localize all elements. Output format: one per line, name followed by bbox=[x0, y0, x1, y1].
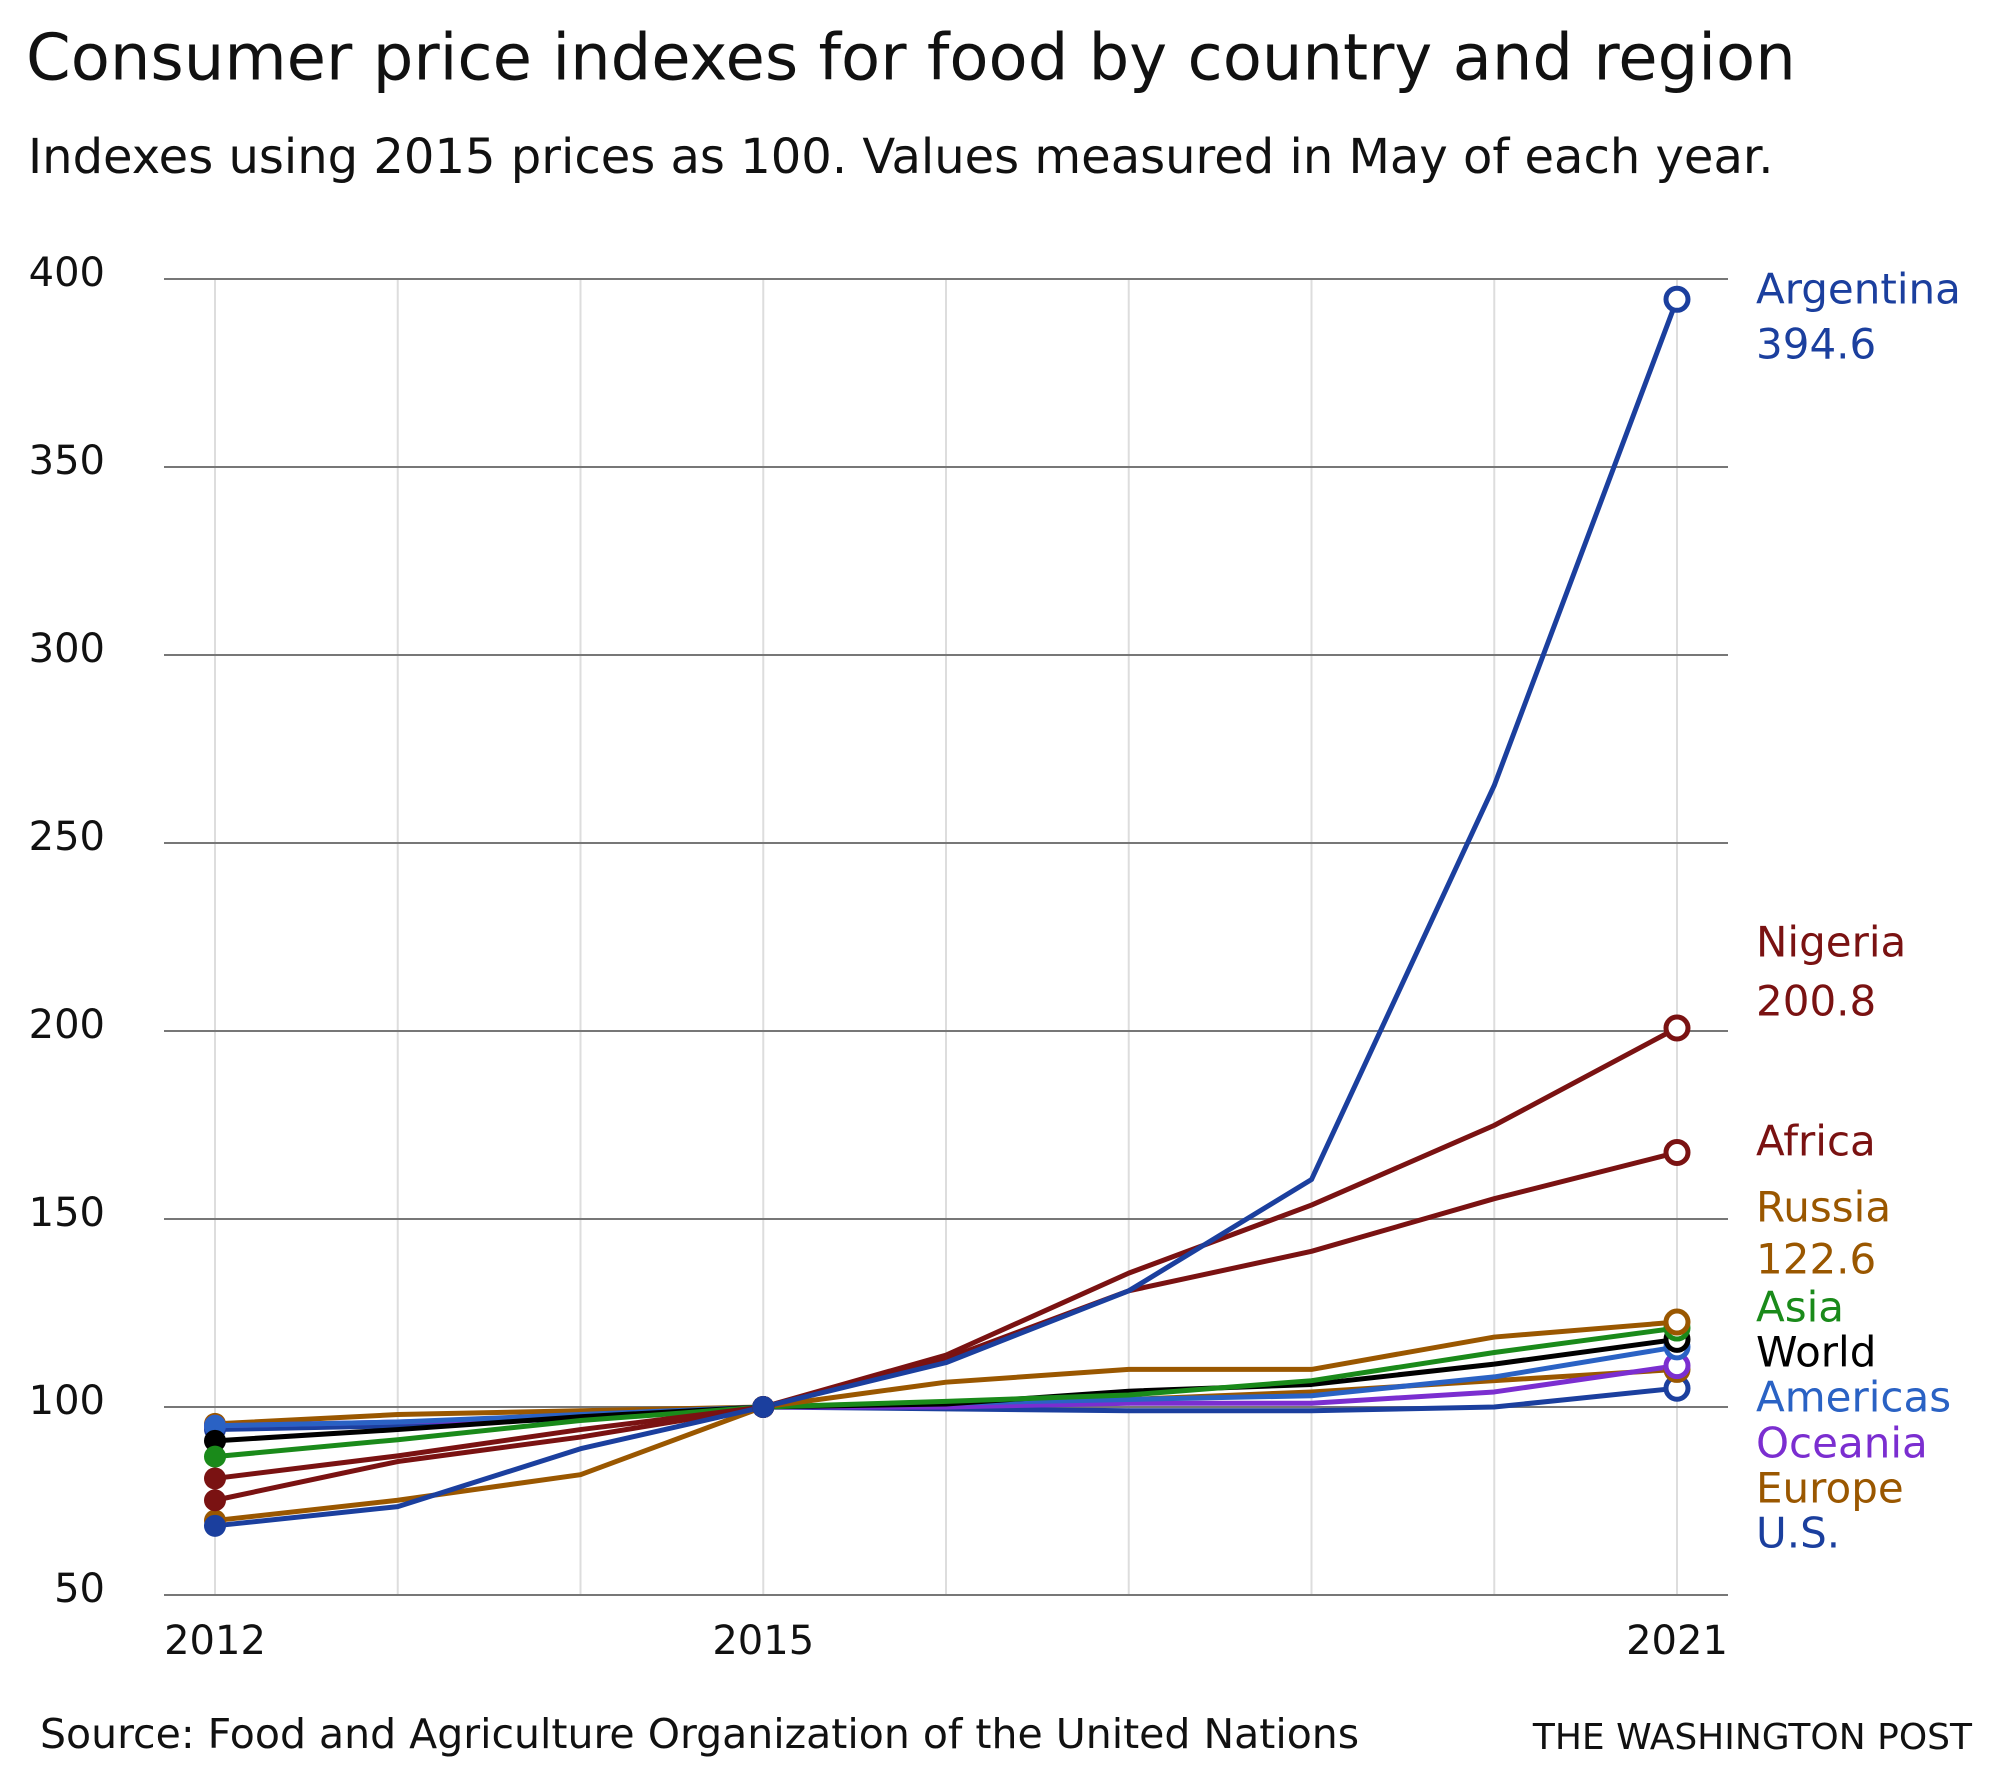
series-line bbox=[214, 1336, 1678, 1444]
end-marker bbox=[1663, 1308, 1691, 1336]
end-marker bbox=[1663, 285, 1691, 313]
series-label: Argentina bbox=[1756, 265, 1961, 314]
start-marker bbox=[204, 1429, 226, 1452]
y-tick-label: 400 bbox=[29, 250, 105, 296]
start-marker bbox=[204, 1445, 226, 1468]
series-label: U.S. bbox=[1756, 1509, 1840, 1558]
mid-marker bbox=[752, 1396, 775, 1418]
end-marker bbox=[1663, 1014, 1691, 1042]
y-tick-label: 250 bbox=[29, 814, 105, 860]
credit: THE WASHINGTON POST bbox=[1532, 1717, 1973, 1758]
start-marker bbox=[204, 1514, 226, 1537]
x-tick-label: 2012 bbox=[164, 1618, 266, 1664]
series-label: World bbox=[1756, 1328, 1876, 1377]
series-line bbox=[214, 1325, 1678, 1460]
x-tick-label: 2015 bbox=[712, 1618, 814, 1664]
start-marker bbox=[204, 1414, 226, 1437]
value-label: 200.8 bbox=[1756, 977, 1876, 1026]
series-label: Russia bbox=[1756, 1183, 1891, 1232]
source: Source: Food and Agriculture Organizatio… bbox=[40, 1710, 1359, 1758]
series-label: Oceania bbox=[1756, 1419, 1928, 1468]
y-tick-label: 100 bbox=[29, 1378, 105, 1424]
value-label: 122.6 bbox=[1756, 1235, 1876, 1284]
x-tick-label: 2021 bbox=[1626, 1618, 1728, 1664]
series-label: Americas bbox=[1756, 1373, 1951, 1422]
series-label: Asia bbox=[1756, 1283, 1844, 1332]
series-line bbox=[214, 298, 1680, 1529]
value-label: 394.6 bbox=[1756, 320, 1876, 369]
series-label: Europe bbox=[1756, 1464, 1904, 1513]
series-line bbox=[214, 1319, 1678, 1524]
y-tick-label: 200 bbox=[29, 1002, 105, 1048]
series-line bbox=[214, 1150, 1678, 1503]
series-line bbox=[214, 1025, 1679, 1481]
y-tick-label: 350 bbox=[29, 438, 105, 484]
y-tick-label: 50 bbox=[54, 1566, 105, 1612]
chart-title: Consumer price indexes for food by count… bbox=[26, 22, 1796, 96]
chart-subtitle: Indexes using 2015 prices as 100. Values… bbox=[28, 129, 1773, 185]
end-marker bbox=[1663, 1138, 1691, 1166]
series-label: Africa bbox=[1756, 1117, 1876, 1166]
start-marker bbox=[204, 1467, 226, 1490]
y-tick-label: 150 bbox=[29, 1190, 105, 1236]
y-tick-label: 300 bbox=[29, 626, 105, 672]
series-label: Nigeria bbox=[1756, 918, 1906, 967]
start-marker bbox=[204, 1489, 226, 1512]
